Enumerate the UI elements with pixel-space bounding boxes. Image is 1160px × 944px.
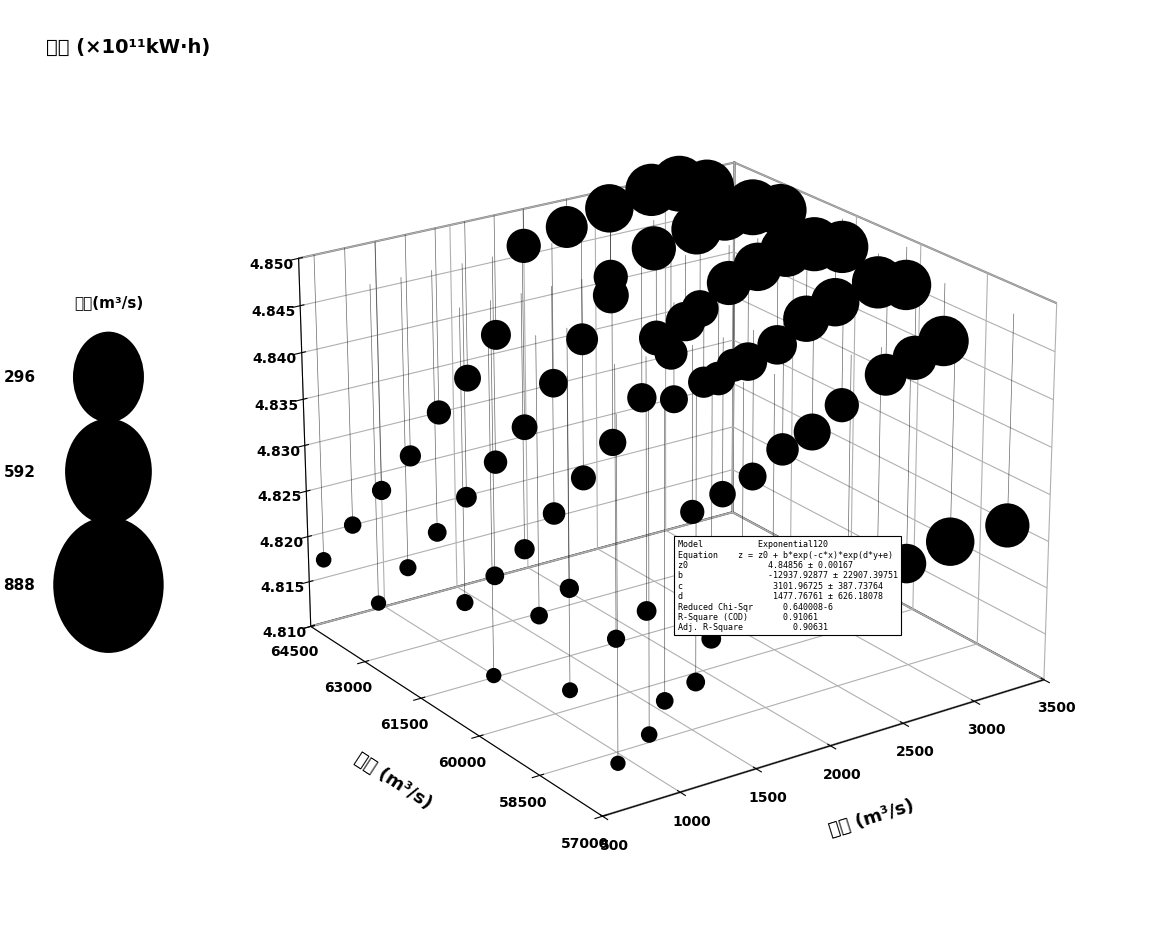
X-axis label: 供水 (m³/s): 供水 (m³/s) [827,796,916,839]
Text: Model           Exponential120
Equation    z = z0 + b*exp(-c*x)*exp(d*y+e)
z0   : Model Exponential120 Equation z = z0 + b… [677,540,898,632]
Text: 888: 888 [3,578,36,593]
Text: 发电 (×10¹¹kW·h): 发电 (×10¹¹kW·h) [46,38,211,57]
Text: 296: 296 [3,370,36,385]
Ellipse shape [53,517,164,653]
Ellipse shape [73,332,144,423]
Ellipse shape [65,419,152,525]
Text: 航运(m³/s): 航运(m³/s) [74,295,143,310]
Y-axis label: 生态 (m³/s): 生态 (m³/s) [351,749,435,812]
Text: 592: 592 [3,464,36,480]
